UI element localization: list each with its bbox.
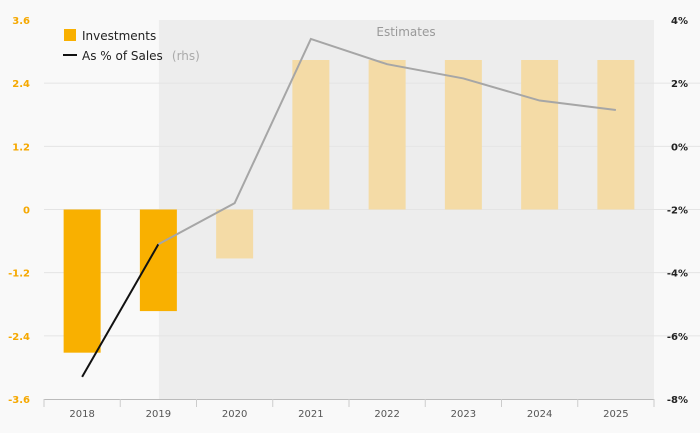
y-right-tick-label: -2% [667,206,688,217]
left-axis-ticks: 3.6 2.4 1.2 0 -1.2 -2.4 -3.6 [8,16,30,406]
x-axis: 2018 2019 2020 2021 2022 2023 2024 2025 [43,399,655,420]
x-tick-label: 2020 [222,409,247,420]
legend-label-line-name: As % of Sales [82,49,163,63]
y-left-tick-label: 1.2 [12,142,30,153]
bars [63,60,635,353]
bar-investments [368,60,406,210]
y-left-tick-label: -1.2 [8,269,30,280]
legend-label-line: As % of Sales (rhs) [82,45,200,64]
legend-label-line-suffix: (rhs) [172,49,200,63]
legend: Investments As % of Sales (rhs) [63,29,200,64]
bar-investments [597,60,635,210]
estimates-label: Estimates [376,25,435,39]
y-left-tick-label: -3.6 [8,395,30,406]
y-left-tick-label: 2.4 [12,79,30,90]
y-left-tick-label: 0 [23,206,30,217]
bar-investments [216,209,254,259]
y-right-tick-label: 4% [671,16,688,27]
line-series [81,37,616,378]
y-left-tick-label: -2.4 [8,332,30,343]
bar-investments [521,60,559,210]
y-right-tick-label: 0% [671,142,688,153]
right-axis-ticks: 4% 2% 0% -2% -4% -6% -8% [667,16,688,406]
x-tick-label: 2021 [298,409,323,420]
x-tick-label: 2018 [69,409,94,420]
line-actual [81,243,160,378]
x-tick-label: 2022 [374,409,399,420]
y-right-tick-label: -4% [667,269,688,280]
x-tick-label: 2019 [146,409,171,420]
y-right-tick-label: -6% [667,332,688,343]
legend-label-investments: Investments [82,29,156,43]
bar-investments [444,60,482,210]
bar-investments [292,60,330,210]
y-left-tick-label: 3.6 [12,16,30,27]
bar-investments [139,209,177,312]
x-tick-label: 2025 [603,409,628,420]
legend-swatch-investments [64,29,76,41]
y-right-tick-label: 2% [671,79,688,90]
x-tick-label: 2023 [451,409,476,420]
x-tick-label: 2024 [527,409,552,420]
bar-investments [63,209,101,353]
line-estimate [157,37,616,246]
y-right-tick-label: -8% [667,395,688,406]
